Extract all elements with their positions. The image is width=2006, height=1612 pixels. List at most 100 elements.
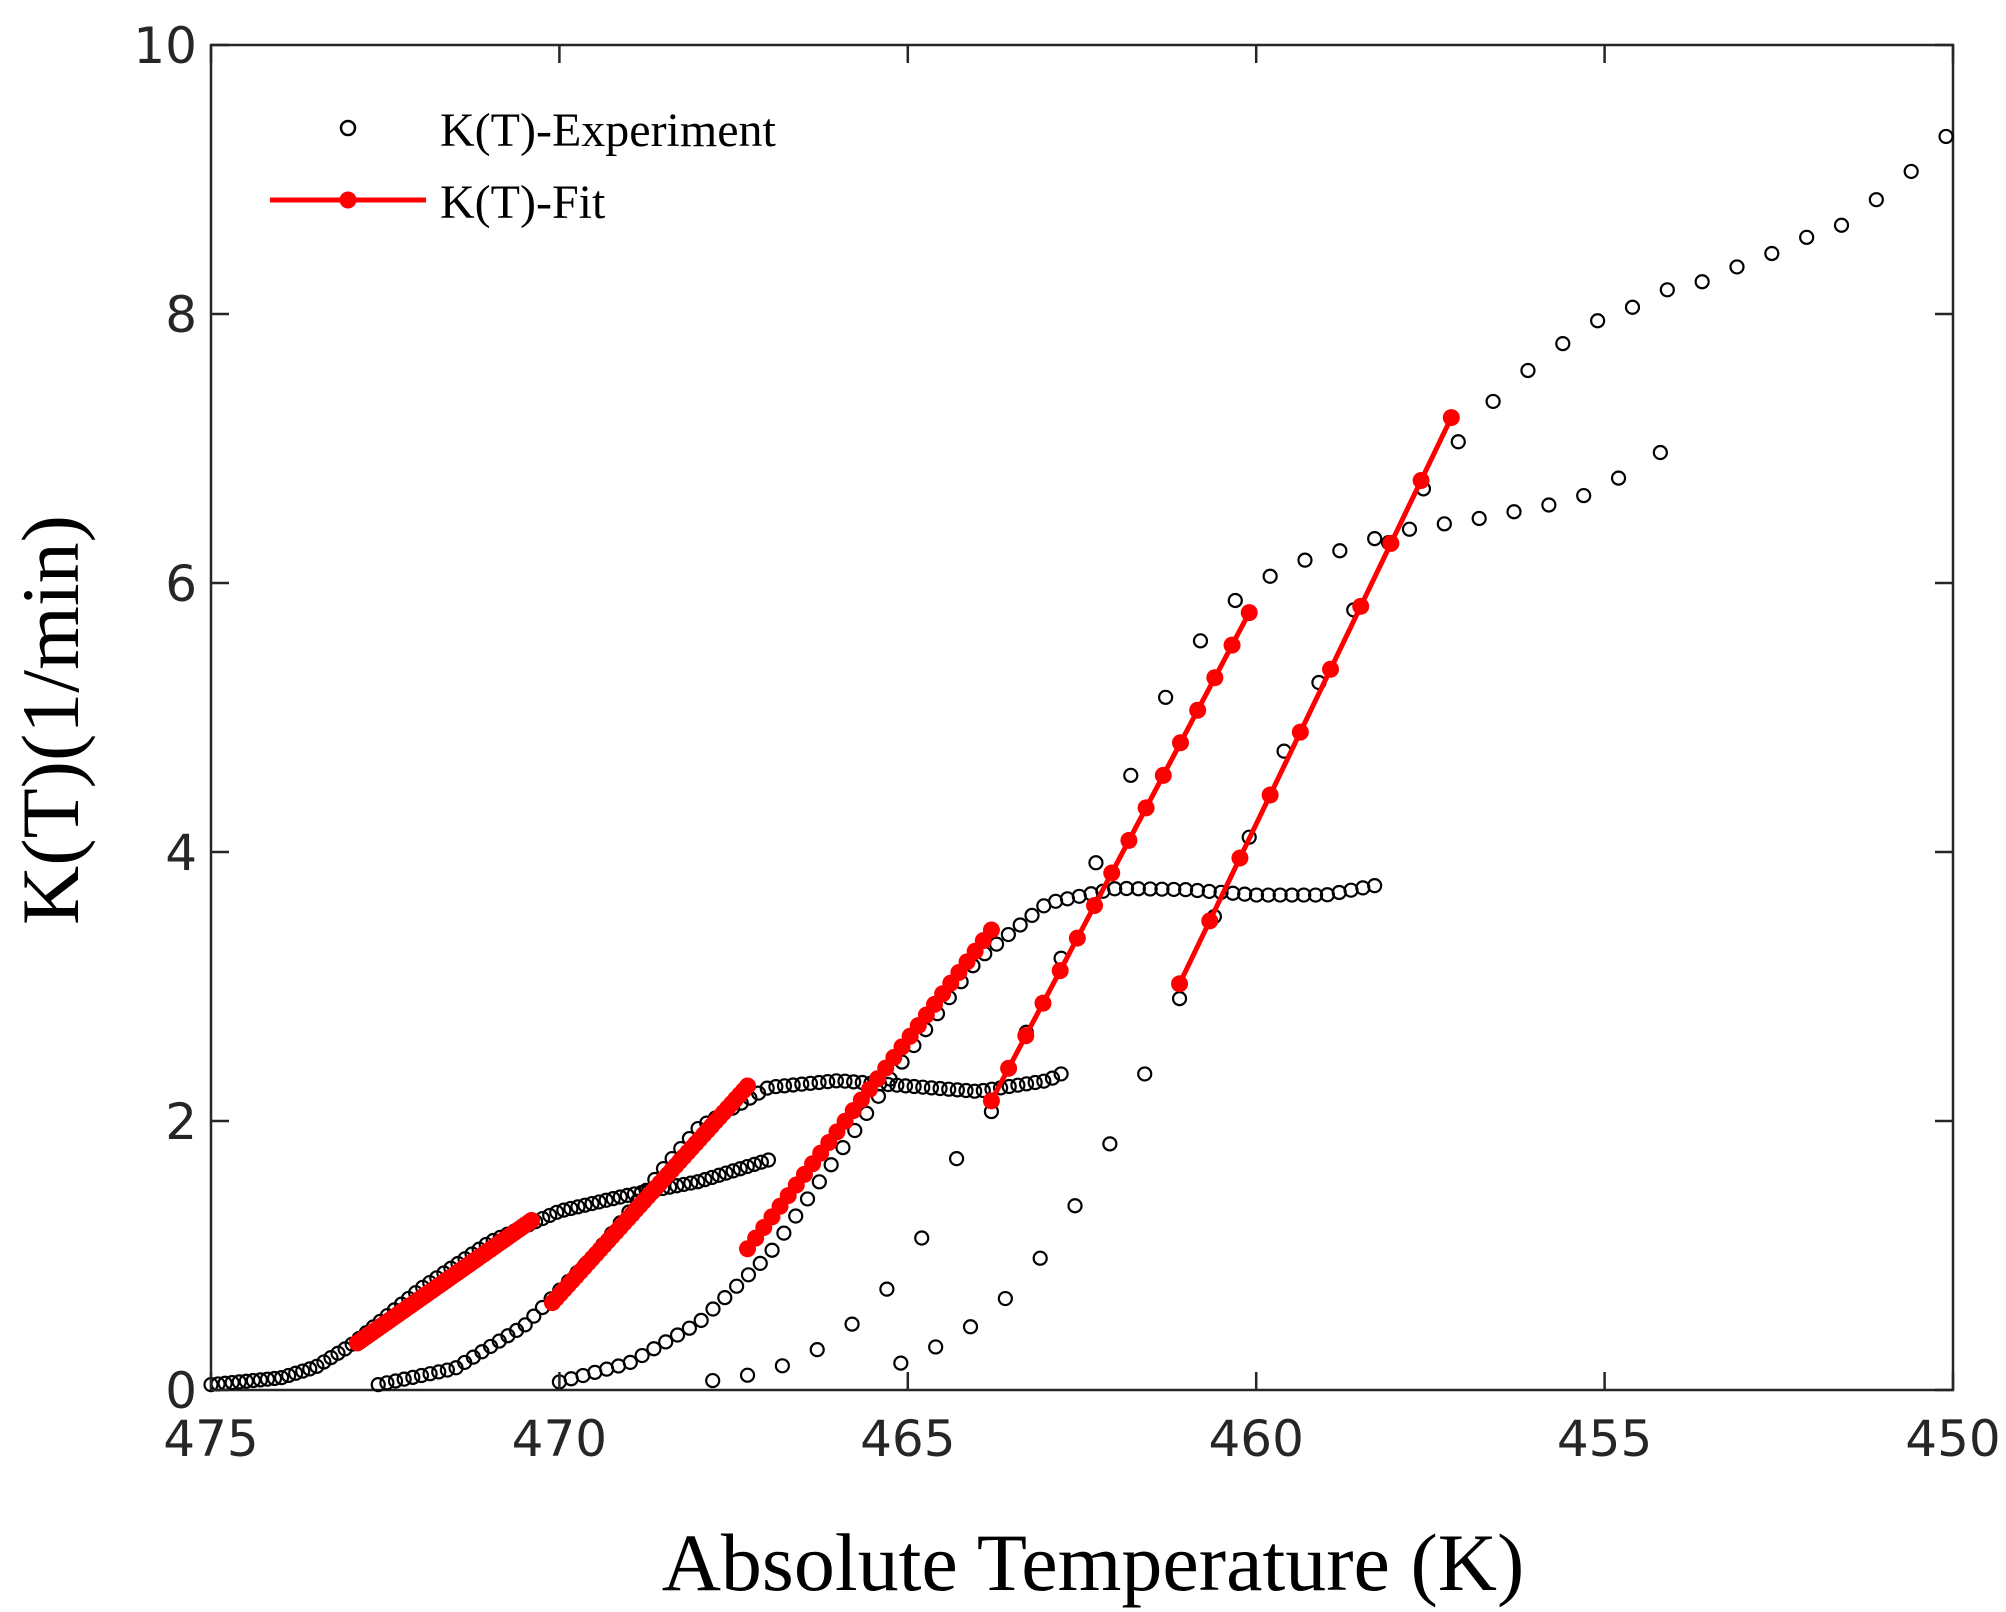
experiment-point: [1729, 259, 1745, 275]
experiment-point: [732, 1161, 748, 1177]
fit-series: [348, 409, 1460, 1352]
experiment-point: [776, 1078, 793, 1094]
experiment-point: [1284, 887, 1300, 903]
fit-3: [739, 921, 1000, 1258]
experiment-point: [828, 1073, 844, 1089]
experiment-point: [413, 1367, 430, 1384]
experiment-point: [788, 1208, 804, 1224]
experiment-point: [1107, 881, 1123, 897]
experiment-point: [759, 1080, 775, 1096]
x-tick-label: 475: [163, 1410, 258, 1468]
experiment-point: [746, 1156, 762, 1172]
experiment-point: [704, 1169, 720, 1186]
experiment-point: [725, 1163, 741, 1179]
experiment-point: [1027, 1074, 1043, 1091]
fit-point: [1240, 604, 1258, 622]
fit-4: [982, 604, 1258, 1110]
fit-point: [1034, 994, 1052, 1012]
experiment-point: [676, 1176, 692, 1193]
experiment-point: [1485, 393, 1501, 410]
experiment-point: [949, 1082, 965, 1098]
experiment-point: [958, 1082, 974, 1099]
experiment-point: [634, 1347, 650, 1364]
experiment-point: [1067, 1198, 1083, 1214]
experiment-point: [281, 1367, 297, 1384]
experiment-point: [690, 1174, 706, 1190]
experiment-point: [932, 1080, 948, 1097]
experiment-point: [847, 1122, 863, 1139]
experiment-point: [542, 1207, 558, 1224]
experiment-point: [1659, 282, 1675, 298]
experiment-point: [1938, 128, 1954, 145]
experiment-point: [739, 1158, 755, 1175]
experiment-point: [906, 1078, 922, 1095]
fit-2: [543, 1077, 757, 1312]
experiment-point: [1260, 887, 1276, 903]
legend-experiment-marker: [339, 119, 357, 137]
experiment-point: [1123, 767, 1139, 783]
experiment-point: [1262, 568, 1278, 584]
plot-frame: [209, 43, 1955, 1392]
experiment-point: [1367, 878, 1383, 894]
experiment-point: [1178, 882, 1194, 898]
experiment-point: [835, 1140, 851, 1156]
experiment-point: [658, 1334, 674, 1350]
experiment-point: [1130, 881, 1146, 897]
experiment-point: [1471, 510, 1487, 527]
experiment-point: [739, 1367, 756, 1383]
fit-point: [982, 921, 1000, 939]
experiment-point: [1010, 1077, 1026, 1093]
experiment-point: [897, 1078, 914, 1094]
experiment-point: [697, 1172, 713, 1188]
experiment-point: [517, 1317, 533, 1333]
experiment-point: [1541, 497, 1557, 513]
experiment-point: [1355, 880, 1371, 896]
fit-point: [739, 1077, 757, 1095]
experiment-point: [598, 1192, 614, 1208]
experiment-point: [785, 1077, 801, 1093]
experiment-point: [1192, 633, 1209, 649]
experiment-point: [705, 1301, 721, 1317]
fit-point: [1201, 912, 1219, 930]
experiment-point: [794, 1076, 810, 1092]
experiment-point: [799, 1191, 816, 1207]
experiment-point: [776, 1225, 792, 1241]
experiment-point: [753, 1154, 769, 1170]
experiment-point: [1297, 552, 1313, 568]
fit-point: [1103, 864, 1121, 882]
experiment-point: [1367, 531, 1383, 547]
y-axis-title: K(T)(1/min): [5, 515, 96, 925]
y-axis-ticks: 0 2 4 6 8 10: [133, 17, 1953, 1420]
experiment-point: [1307, 887, 1324, 903]
experiment-point: [967, 1083, 983, 1099]
fit-point: [1442, 409, 1460, 427]
experiment-point: [729, 1278, 745, 1294]
experiment-point: [563, 1200, 579, 1217]
experiment-point: [439, 1362, 455, 1378]
experiment-point: [774, 1358, 790, 1374]
fit-point: [1189, 701, 1207, 719]
experiment-point: [370, 1377, 386, 1393]
experiment-point: [823, 1157, 839, 1173]
experiment-point: [1450, 434, 1466, 450]
experiment-point: [526, 1308, 542, 1324]
experiment-point: [1018, 1076, 1035, 1092]
experiment-point: [846, 1074, 862, 1090]
experiment-point: [252, 1372, 268, 1388]
experiment-point: [1142, 881, 1158, 897]
fit-point: [1017, 1027, 1035, 1045]
experiment-point: [1343, 882, 1359, 898]
experiment-point: [717, 1290, 733, 1306]
fit-point: [1291, 723, 1309, 741]
experiment-point: [422, 1366, 438, 1382]
experiment-point: [1610, 470, 1627, 486]
legend: K(T)-Experiment K(T)-Fit: [270, 104, 777, 229]
experiment-point: [1401, 521, 1418, 537]
experiment-point: [809, 1342, 825, 1358]
y-tick-label: 8: [165, 286, 197, 344]
experiment-point: [646, 1341, 662, 1357]
experiment-point: [1590, 313, 1606, 329]
experiment-run-1: [203, 1152, 777, 1393]
experiment-point: [681, 1320, 697, 1336]
experiment-point: [669, 1327, 686, 1343]
